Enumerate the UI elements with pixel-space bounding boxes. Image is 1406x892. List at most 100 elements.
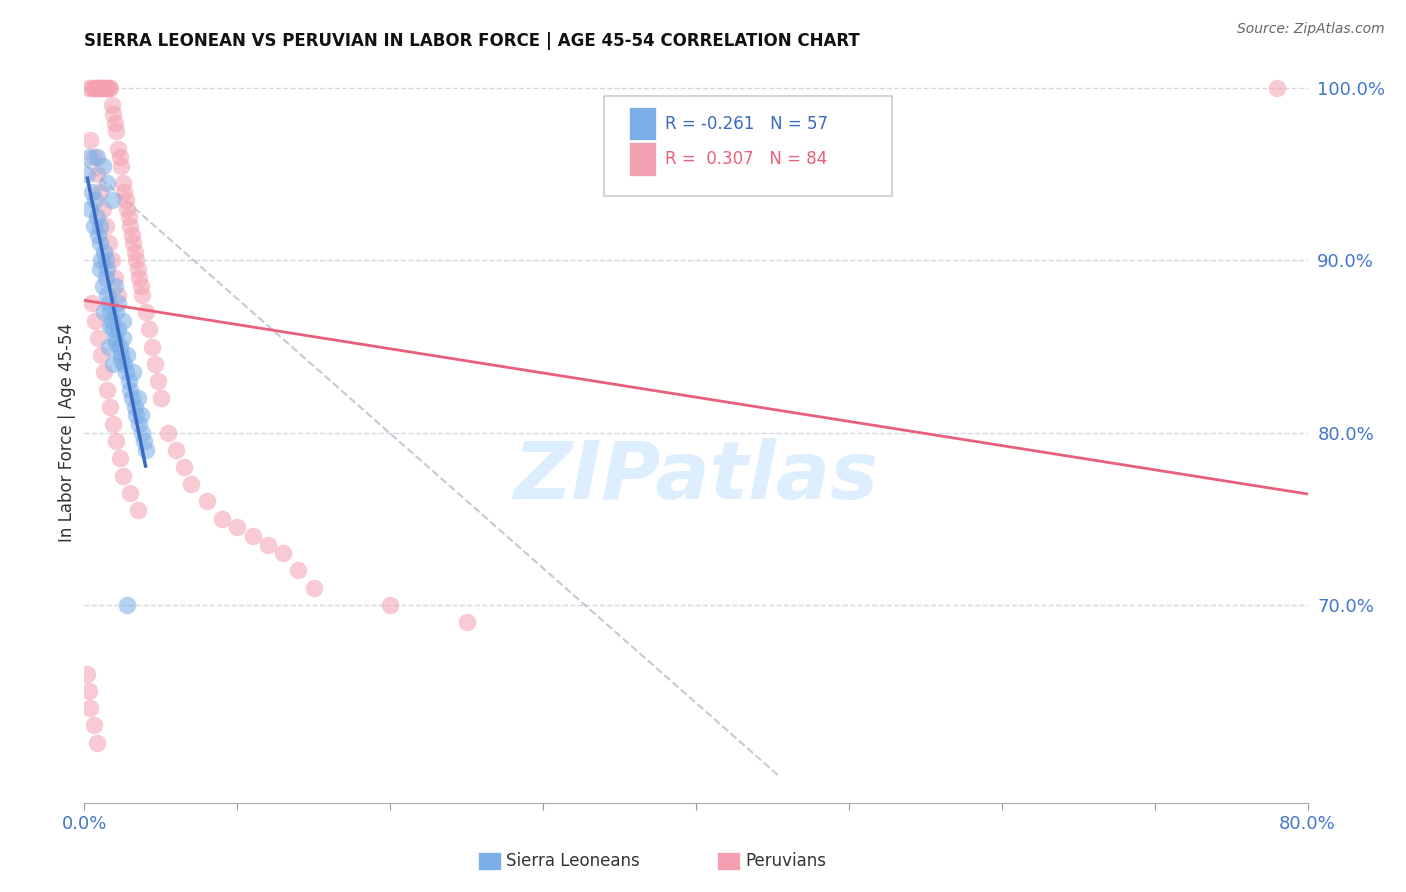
Point — [111, 331, 134, 345]
Point — [380, 598, 402, 612]
Point — [118, 211, 141, 225]
Point — [79, 202, 101, 216]
Text: Peruvians: Peruvians — [745, 852, 827, 870]
Point — [128, 270, 150, 285]
Point — [121, 227, 143, 242]
Point — [98, 305, 121, 319]
Point — [149, 391, 172, 405]
Point — [115, 598, 138, 612]
Point — [87, 227, 110, 242]
Point — [93, 305, 115, 319]
Point — [86, 211, 108, 225]
Point — [79, 701, 101, 715]
Point — [257, 537, 280, 551]
Point — [125, 253, 148, 268]
Point — [103, 107, 125, 121]
Point — [131, 288, 153, 302]
Point — [135, 442, 157, 457]
Point — [77, 81, 100, 95]
Point — [141, 339, 163, 353]
Point — [124, 244, 146, 259]
Point — [120, 383, 142, 397]
Point — [120, 219, 142, 233]
Point — [96, 262, 118, 277]
Point — [302, 581, 325, 595]
Point — [89, 219, 111, 233]
Point — [94, 81, 117, 95]
Point — [91, 202, 114, 216]
Point — [107, 288, 129, 302]
Text: ZIPatlas: ZIPatlas — [513, 438, 879, 516]
Point — [84, 314, 107, 328]
Y-axis label: In Labor Force | Age 45-54: In Labor Force | Age 45-54 — [58, 323, 76, 542]
Point — [93, 365, 115, 379]
Point — [226, 520, 249, 534]
Point — [165, 442, 187, 457]
Point — [173, 460, 195, 475]
Point — [114, 365, 136, 379]
Point — [98, 318, 121, 333]
Point — [107, 322, 129, 336]
Point — [79, 133, 101, 147]
Point — [110, 348, 132, 362]
Point — [91, 81, 114, 95]
Point — [105, 434, 128, 449]
Point — [105, 124, 128, 138]
Point — [131, 425, 153, 440]
Point — [96, 383, 118, 397]
Point — [105, 336, 128, 351]
Point — [157, 425, 180, 440]
Point — [103, 417, 125, 431]
Point — [132, 434, 155, 449]
Point — [121, 391, 143, 405]
Point — [83, 150, 105, 164]
Point — [96, 176, 118, 190]
Point — [83, 219, 105, 233]
Point — [128, 417, 150, 431]
Point — [94, 270, 117, 285]
Bar — [628, 107, 655, 140]
Point — [83, 718, 105, 732]
Point — [84, 81, 107, 95]
Point — [91, 159, 114, 173]
Point — [108, 451, 131, 466]
Bar — [628, 143, 655, 176]
Point — [129, 279, 152, 293]
Point — [98, 81, 121, 95]
Point — [135, 305, 157, 319]
Point — [86, 735, 108, 749]
Point — [112, 185, 135, 199]
Point — [98, 400, 121, 414]
Point — [114, 193, 136, 207]
Point — [94, 253, 117, 268]
Point — [115, 348, 138, 362]
Point — [242, 529, 264, 543]
Point — [129, 409, 152, 423]
Point — [84, 193, 107, 207]
Point — [86, 150, 108, 164]
Point — [111, 314, 134, 328]
Point — [86, 81, 108, 95]
Point — [80, 81, 103, 95]
Point — [111, 176, 134, 190]
Point — [76, 666, 98, 681]
Point — [195, 494, 218, 508]
Point — [138, 322, 160, 336]
Point — [120, 486, 142, 500]
Point — [101, 314, 124, 328]
Point — [211, 512, 233, 526]
Point — [1265, 81, 1288, 95]
Point — [287, 563, 309, 577]
Point — [94, 219, 117, 233]
Point — [456, 615, 478, 629]
Point — [87, 331, 110, 345]
Point — [104, 279, 127, 293]
Point — [91, 279, 114, 293]
Point — [80, 185, 103, 199]
Point — [87, 81, 110, 95]
Point — [107, 142, 129, 156]
Point — [77, 684, 100, 698]
Point — [90, 81, 112, 95]
Point — [108, 150, 131, 164]
Point — [143, 357, 166, 371]
